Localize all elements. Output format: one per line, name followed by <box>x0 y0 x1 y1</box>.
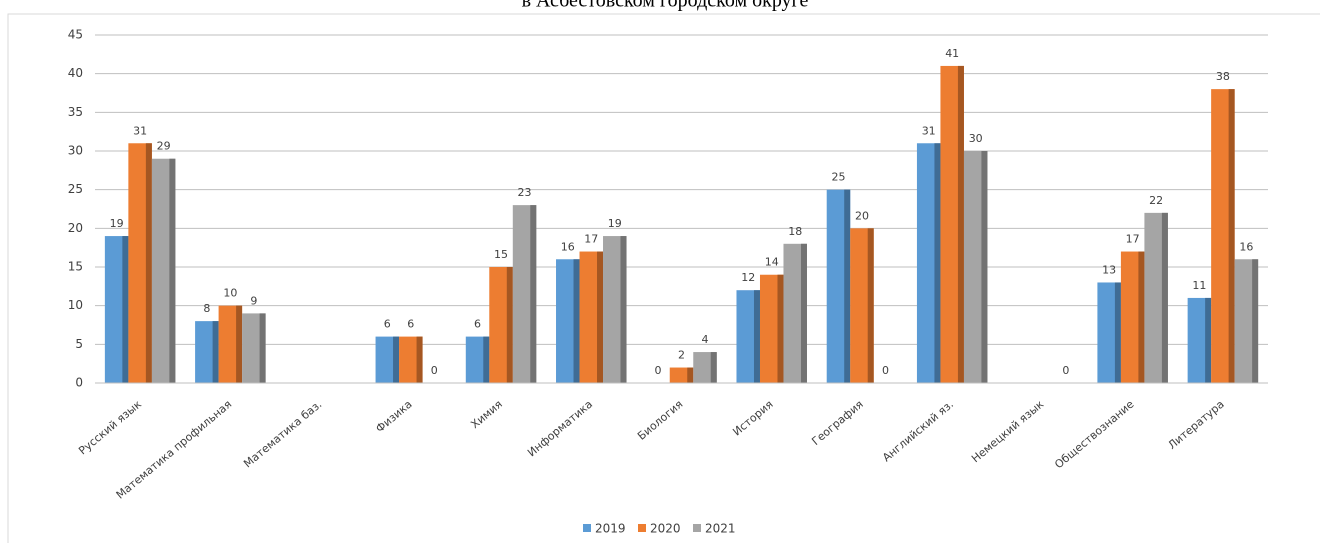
legend-label: 2021 <box>705 522 736 536</box>
y-tick-label: 20 <box>68 221 83 235</box>
y-tick-label: 25 <box>68 182 83 196</box>
bar-side <box>777 274 784 383</box>
y-tick-label: 15 <box>68 260 83 274</box>
data-label: 20 <box>855 209 869 222</box>
bar-side <box>1252 259 1259 383</box>
bar-side <box>981 151 988 383</box>
y-tick-label: 10 <box>68 298 83 312</box>
data-label: 31 <box>133 124 147 137</box>
bar-side <box>957 65 964 383</box>
data-label: 14 <box>765 256 779 269</box>
x-tick-label: Обществознание <box>1052 397 1136 471</box>
bar-side <box>844 189 851 383</box>
bar-side <box>1205 297 1212 383</box>
bar-side <box>934 143 941 383</box>
data-label: 22 <box>1149 194 1163 207</box>
y-tick-label: 40 <box>68 66 83 80</box>
x-tick-label: Немецкий язык <box>969 397 1046 465</box>
data-label: 23 <box>518 186 532 199</box>
y-tick-label: 30 <box>68 144 83 158</box>
bar-side <box>530 205 537 383</box>
data-label: 6 <box>474 318 481 331</box>
data-label: 17 <box>584 233 598 246</box>
x-tick-label: Русский язык <box>76 397 144 457</box>
data-label: 12 <box>741 271 755 284</box>
data-label: 0 <box>1062 364 1069 377</box>
data-label: 4 <box>702 333 709 346</box>
bar-side <box>573 259 580 383</box>
chart-frame <box>7 13 1320 543</box>
data-label: 0 <box>431 364 438 377</box>
y-tick-label: 45 <box>68 28 83 42</box>
bar-side <box>393 336 400 383</box>
bar-side <box>416 336 423 383</box>
bar-side <box>483 336 490 383</box>
x-tick-label: История <box>730 398 775 439</box>
data-label: 16 <box>561 240 575 253</box>
bar-side <box>506 267 513 383</box>
data-label: 17 <box>1126 233 1140 246</box>
data-label: 25 <box>831 171 845 184</box>
data-label: 30 <box>969 132 983 145</box>
data-label: 13 <box>1102 263 1116 276</box>
x-tick-label: Английский яз. <box>880 398 956 465</box>
legend-swatch <box>638 524 646 532</box>
data-label: 31 <box>922 124 936 137</box>
data-label: 11 <box>1192 279 1206 292</box>
data-label: 9 <box>250 294 257 307</box>
y-tick-label: 35 <box>68 105 83 119</box>
x-tick-label: Физика <box>373 398 414 436</box>
bar-side <box>620 236 627 383</box>
bar-side <box>867 228 874 383</box>
data-label: 19 <box>110 217 124 230</box>
chart-title: в Асбестовском городском округе <box>522 0 809 12</box>
data-label: 16 <box>1239 240 1253 253</box>
bar-side <box>687 367 694 383</box>
bar-side <box>1138 251 1145 383</box>
legend-swatch <box>583 524 591 532</box>
bar-side <box>597 251 604 383</box>
data-label: 10 <box>223 287 237 300</box>
bar-side <box>122 236 129 383</box>
bar-side <box>236 305 243 383</box>
data-label: 8 <box>203 302 210 315</box>
data-label: 6 <box>407 318 414 331</box>
bar-side <box>169 158 176 383</box>
x-tick-label: Информатика <box>525 398 595 460</box>
x-tick-label: Химия <box>468 398 505 432</box>
data-label: 19 <box>608 217 622 230</box>
data-label: 6 <box>384 318 391 331</box>
bar-side <box>212 321 219 383</box>
bar-side <box>1228 89 1235 383</box>
bar-side <box>1161 212 1168 383</box>
data-label: 0 <box>655 364 662 377</box>
data-label: 41 <box>945 47 959 60</box>
data-label: 38 <box>1216 70 1230 83</box>
bar-side <box>259 313 266 383</box>
x-tick-label: Биология <box>635 398 685 443</box>
x-tick-label: География <box>809 398 866 448</box>
bar-side <box>753 290 760 383</box>
legend-label: 2020 <box>650 522 681 536</box>
bar-side <box>800 243 807 383</box>
x-tick-label: Математика баз. <box>241 398 324 471</box>
data-label: 0 <box>882 364 889 377</box>
y-tick-label: 0 <box>75 376 83 390</box>
legend-swatch <box>693 524 701 532</box>
data-label: 29 <box>157 140 171 153</box>
legend-label: 2019 <box>595 522 626 536</box>
data-label: 2 <box>678 349 685 362</box>
y-tick-label: 5 <box>75 337 83 351</box>
x-tick-label: Литература <box>1166 398 1227 452</box>
bar-side <box>1114 282 1121 383</box>
bar-side <box>710 352 717 383</box>
bar-side <box>145 143 152 383</box>
data-label: 15 <box>494 248 508 261</box>
data-label: 18 <box>788 225 802 238</box>
